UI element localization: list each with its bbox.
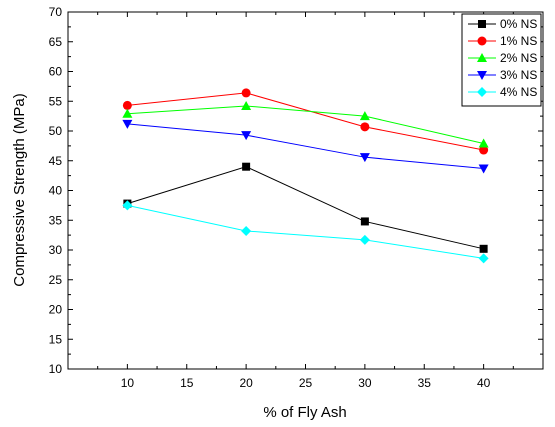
- legend: 0% NS 1% NS 2% NS 3% NS 4% NS: [461, 13, 542, 107]
- x-tick-label: 40: [477, 376, 491, 390]
- data-point: [479, 244, 488, 253]
- data-point: [122, 100, 132, 110]
- series-line: [127, 92, 484, 151]
- legend-entry: 1% NS: [468, 34, 537, 48]
- y-tick-label: 10: [49, 362, 63, 376]
- data-point: [479, 145, 489, 155]
- data-point: [359, 234, 370, 245]
- legend-entry: 0% NS: [468, 17, 537, 31]
- axes: 10 15 20 25 30 35 40 10 15 20 25 30 35 40 45 50 55 60 65 70: [49, 5, 543, 390]
- data-point: [122, 200, 133, 211]
- y-tick-label: 35: [49, 213, 63, 227]
- legend-marker: [477, 53, 487, 62]
- legend-marker: [478, 20, 486, 28]
- y-tick-label: 65: [49, 35, 63, 49]
- data-point: [359, 153, 370, 163]
- x-tick-label: 25: [299, 376, 313, 390]
- series-4: [122, 200, 489, 264]
- series-1: [122, 88, 489, 155]
- series-line: [127, 166, 484, 250]
- legend-label: 1% NS: [500, 34, 537, 48]
- data-point: [122, 108, 133, 118]
- y-tick-label: 15: [49, 332, 63, 346]
- y-tick-label: 30: [49, 243, 63, 257]
- legend-label: 4% NS: [500, 85, 537, 99]
- x-tick-label: 20: [239, 376, 253, 390]
- x-tick-label: 30: [358, 376, 372, 390]
- series-line: [127, 204, 484, 259]
- series-line: [127, 105, 484, 144]
- y-tick-label: 45: [49, 154, 63, 168]
- data-point: [360, 217, 369, 226]
- data-point: [241, 101, 252, 111]
- legend-entry: 3% NS: [468, 68, 537, 82]
- legend-entry: 2% NS: [468, 51, 537, 65]
- series-0: [123, 162, 488, 253]
- x-tick-label: 15: [180, 376, 194, 390]
- data-point: [478, 164, 489, 174]
- y-tick-label: 25: [49, 273, 63, 287]
- x-tick-label: 10: [121, 376, 135, 390]
- data-point: [241, 88, 251, 98]
- y-axis-title: Compressive Strength (MPa): [11, 93, 28, 286]
- y-tick-label: 70: [49, 5, 63, 19]
- legend-label: 3% NS: [500, 68, 537, 82]
- data-point: [478, 253, 489, 264]
- series-2: [122, 101, 489, 148]
- data-point: [360, 122, 370, 132]
- series-line: [127, 123, 484, 169]
- series-3: [122, 119, 489, 174]
- y-tick-label: 20: [49, 303, 63, 317]
- legend-label: 0% NS: [500, 17, 537, 31]
- legend-label: 2% NS: [500, 51, 537, 65]
- legend-box: [461, 13, 542, 107]
- x-tick-label: 35: [418, 376, 432, 390]
- data-point: [241, 131, 252, 141]
- legend-marker: [477, 87, 487, 97]
- legend-marker: [477, 36, 487, 46]
- data-point: [478, 138, 489, 148]
- data-point: [241, 225, 252, 236]
- y-tick-label: 50: [49, 124, 63, 138]
- y-tick-label: 60: [49, 65, 63, 79]
- legend-marker: [477, 71, 487, 80]
- series-layer: [122, 88, 489, 264]
- y-tick-label: 40: [49, 184, 63, 198]
- data-point: [242, 162, 251, 171]
- data-point: [359, 111, 370, 121]
- legend-entry: 4% NS: [468, 85, 537, 99]
- y-tick-label: 55: [49, 94, 63, 108]
- data-point: [122, 119, 133, 129]
- x-axis-title: % of Fly Ash: [263, 404, 346, 421]
